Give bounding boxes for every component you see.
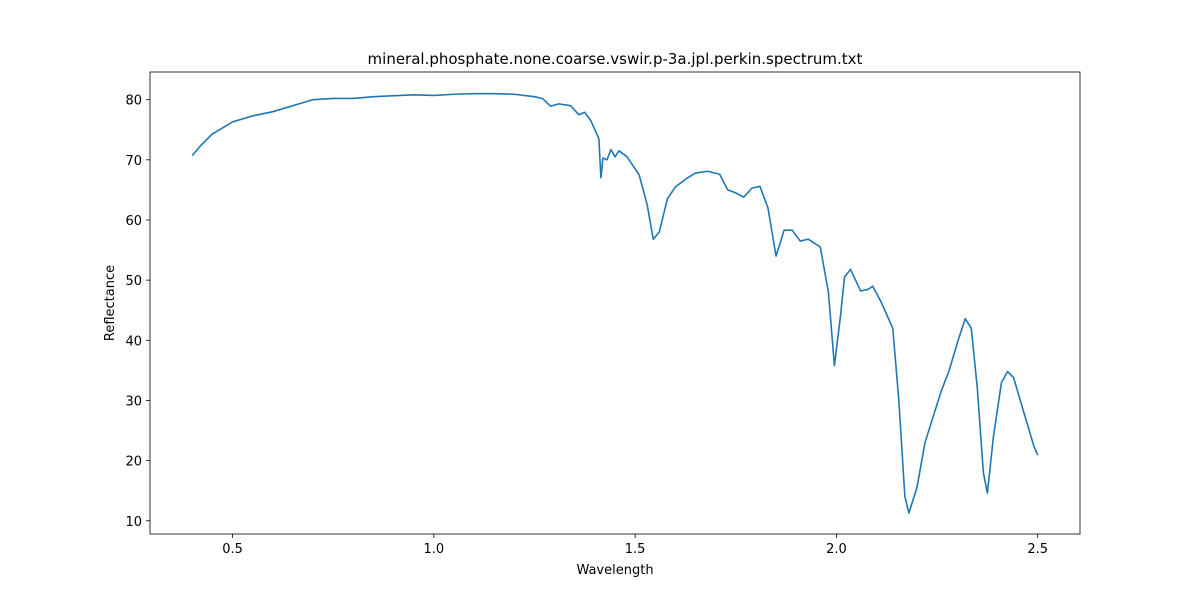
y-tick-label: 10 bbox=[125, 515, 142, 530]
y-tick-label: 80 bbox=[125, 94, 142, 109]
x-tick-label: 2.0 bbox=[826, 542, 847, 557]
x-tick-label: 1.5 bbox=[625, 542, 646, 557]
x-axis-label: Wavelength bbox=[576, 563, 653, 578]
y-tick-label: 50 bbox=[125, 274, 142, 289]
y-tick-label: 30 bbox=[125, 394, 142, 409]
x-tick-label: 0.5 bbox=[222, 542, 243, 557]
y-tick-label: 20 bbox=[125, 455, 142, 470]
plot-frame bbox=[149, 71, 1081, 535]
chart-title: mineral.phosphate.none.coarse.vswir.p-3a… bbox=[368, 50, 863, 68]
data-line bbox=[191, 92, 1039, 514]
x-tick-label: 1.0 bbox=[423, 542, 444, 557]
y-tick-label: 40 bbox=[125, 334, 142, 349]
y-tick-label: 70 bbox=[125, 154, 142, 169]
x-tick-label: 2.5 bbox=[1027, 542, 1048, 557]
y-axis-label: Reflectance bbox=[103, 265, 118, 341]
y-tick-label: 60 bbox=[125, 214, 142, 229]
